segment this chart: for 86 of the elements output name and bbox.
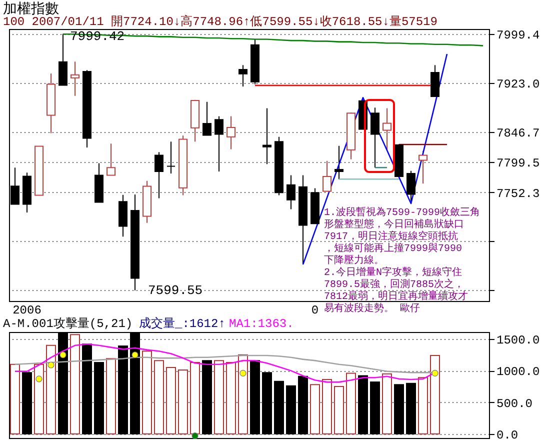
candlestick — [70, 61, 80, 96]
line-series — [62, 33, 484, 46]
y-tick-label: 7799.5 — [496, 156, 540, 171]
bar — [358, 375, 368, 434]
bar — [406, 382, 416, 434]
point — [132, 352, 138, 358]
bar — [142, 350, 152, 434]
candlestick — [238, 64, 248, 88]
bar — [322, 379, 332, 434]
y-tick-label: 1000.0 — [496, 365, 540, 380]
annotation: 7599.55 — [148, 283, 203, 298]
point — [48, 362, 54, 368]
bar — [238, 354, 248, 434]
bar — [298, 376, 308, 434]
annotation: ，短線可能再上撞7999與7990 — [324, 242, 462, 255]
bar — [154, 360, 164, 434]
candlestick — [418, 150, 428, 184]
candlestick — [262, 108, 272, 165]
bar — [166, 367, 176, 434]
bar — [394, 384, 404, 434]
x-tick-label: 0 — [311, 304, 319, 318]
candlestick — [226, 116, 236, 150]
text: MA1:1363. — [229, 317, 294, 331]
candlestick — [154, 152, 164, 199]
bar — [202, 360, 212, 434]
point — [432, 370, 438, 377]
bar — [82, 344, 92, 434]
bar — [262, 372, 272, 434]
candlestick — [370, 107, 380, 168]
chart-title: A-M.001攻擊量(5,21) — [3, 317, 133, 331]
bar — [178, 370, 188, 434]
bar — [274, 380, 284, 434]
bar — [418, 377, 428, 434]
x-tick-label: 2006 — [12, 304, 42, 318]
bar — [310, 384, 320, 434]
annotation: 形盤整型態，今日回補島狀缺口 — [324, 218, 464, 231]
bar — [286, 385, 296, 434]
bar — [118, 346, 128, 434]
bar — [250, 360, 260, 434]
bar — [334, 386, 344, 434]
annotation: 2.今日增量N字攻擊，短線守住 — [324, 266, 462, 279]
y-tick-label: 7846.7 — [496, 126, 540, 140]
bar — [346, 372, 356, 434]
annotation: 7917，明日注意短線空頭抵抗 — [324, 230, 458, 243]
candlestick — [202, 101, 212, 136]
candlestick — [106, 143, 116, 176]
bar — [370, 382, 380, 434]
candlestick — [58, 33, 68, 86]
candlestick — [322, 160, 332, 192]
candlestick — [406, 170, 416, 202]
candlestick — [334, 145, 344, 180]
bar — [46, 344, 56, 434]
y-tick-label: 500.0 — [496, 396, 533, 411]
y-tick-label: 1500.0 — [496, 334, 540, 348]
point — [240, 370, 246, 377]
bar — [382, 373, 392, 434]
y-tick-label: 7752.3 — [496, 186, 540, 201]
bar — [70, 334, 80, 434]
bar — [10, 364, 20, 434]
bar — [430, 355, 440, 434]
candlestick — [430, 64, 440, 98]
chart-title: 加權指數 — [3, 1, 59, 17]
y-tick-label: 0.0 — [496, 428, 518, 442]
text: 成交量_:1612↑ — [139, 316, 226, 331]
candlestick — [166, 141, 176, 174]
point — [36, 376, 42, 382]
text: 100 2007/01/11 開7724.10↓高7748.96↑低7599.55↓收7618.55↓量57519 — [3, 14, 438, 29]
y-tick-label: 7999.4 — [496, 28, 540, 42]
bar — [94, 362, 104, 434]
bar — [106, 358, 116, 434]
bar — [214, 360, 224, 434]
candlestick — [214, 116, 224, 172]
bar — [226, 362, 236, 434]
annotation: 下降壓力線。 — [324, 254, 384, 267]
candlestick — [286, 174, 296, 210]
point — [192, 432, 198, 440]
annotation: 7899.5最強，回測7885次之， — [324, 278, 464, 291]
annotation: 1.波段暫視為7599-7999收斂三角 — [324, 206, 480, 219]
point — [60, 352, 66, 358]
bar — [190, 362, 200, 434]
text: 易有波段走勢。 歐仔 — [324, 302, 420, 315]
bar — [22, 372, 32, 434]
y-tick-label: 7923.0 — [496, 77, 540, 92]
annotation: 7812最弱，明日宜再增量續攻才 — [324, 290, 468, 303]
candlestick — [382, 108, 392, 152]
bar — [34, 364, 44, 434]
